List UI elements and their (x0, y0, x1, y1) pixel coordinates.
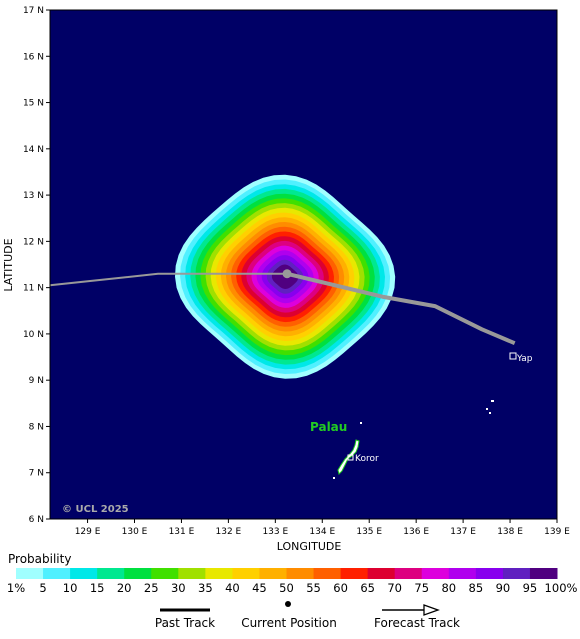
probability-legend-label: 55 (306, 581, 321, 595)
past-track-line (49, 272, 288, 287)
palau-label: Palau (310, 420, 347, 434)
probability-swatch (421, 568, 450, 579)
probability-legend-label: 10 (62, 581, 78, 595)
lat-tick-label: 8 N (29, 422, 44, 432)
forecast-track-label: Forecast Track (374, 616, 460, 630)
probability-swatch (16, 568, 44, 579)
lat-tick-label: 14 N (23, 145, 44, 155)
probability-swatch (340, 568, 369, 579)
storm-track (49, 269, 516, 346)
probability-legend-label: 5 (39, 581, 47, 595)
probability-swatch (286, 568, 315, 579)
probability-swatch (448, 568, 477, 579)
current-position-marker (282, 269, 292, 279)
probability-legend-label: 45 (252, 581, 267, 595)
probability-swatch (97, 568, 125, 579)
probability-legend-label: 60 (333, 581, 348, 595)
lat-tick-label: 9 N (29, 376, 44, 386)
town-markers: Koror Yap Palau (310, 352, 533, 464)
lat-tick-label: 12 N (23, 237, 44, 247)
lon-tick-label: 136 E (403, 527, 429, 537)
probability-swatch (124, 568, 152, 579)
probability-swatch (151, 568, 179, 579)
current-position-symbol (285, 601, 291, 607)
probability-legend-label: 95 (522, 581, 538, 595)
forecast-track-line (286, 271, 516, 346)
lat-tick-label: 13 N (23, 191, 44, 201)
lon-tick-label: 129 E (75, 527, 101, 537)
probability-legend-label: 90 (495, 581, 511, 595)
probability-swatch (475, 568, 504, 579)
probability-swatch (313, 568, 342, 579)
track-legend-symbols (160, 601, 440, 616)
map-frame (49, 9, 558, 520)
probability-legend-label: 40 (225, 581, 240, 595)
probability-swatch (43, 568, 71, 579)
probability-legend-label: 15 (89, 581, 105, 595)
copyright-label: © UCL 2025 (62, 504, 129, 515)
lon-tick-label: 134 E (309, 527, 335, 537)
probability-swatch (367, 568, 396, 579)
probability-legend-label: 65 (360, 581, 375, 595)
ngulu-islet-1 (491, 400, 494, 402)
probability-legend-title: Probability (8, 552, 72, 566)
probability-legend-label: 85 (468, 581, 484, 595)
probability-legend-label: 100% (544, 581, 578, 595)
probability-color-bar (16, 568, 558, 579)
lon-tick-label: 139 E (544, 527, 570, 537)
lon-tick-label: 135 E (356, 527, 382, 537)
lat-tick-label: 7 N (29, 469, 44, 479)
probability-swatch (259, 568, 287, 579)
probability-legend-label: 80 (441, 581, 457, 595)
koror-marker (347, 454, 354, 461)
latitude-axis-title: LATITUDE (2, 238, 15, 291)
koror-label: Koror (355, 454, 379, 464)
ngulu-islet-2 (486, 408, 488, 410)
probability-legend-label: 75 (414, 581, 430, 595)
lon-tick-label: 131 E (169, 527, 195, 537)
lon-tick-label: 133 E (262, 527, 288, 537)
longitude-axis-title: LONGITUDE (277, 540, 342, 553)
lat-tick-label: 11 N (23, 284, 44, 294)
probability-legend-label: 25 (143, 581, 159, 595)
probability-swatch (232, 568, 260, 579)
yap-label: Yap (516, 354, 533, 364)
current-position-label: Current Position (241, 616, 337, 630)
lat-tick-label: 6 N (29, 515, 44, 525)
lon-tick-label: 138 E (497, 527, 523, 537)
probability-legend-label: 1% (6, 581, 26, 595)
probability-swatch (502, 568, 531, 579)
lon-tick-label: 130 E (122, 527, 148, 537)
probability-swatch (205, 568, 233, 579)
probability-swatch (394, 568, 423, 579)
palau-islet (333, 477, 335, 479)
probability-legend-label: 20 (116, 581, 132, 595)
yap-marker (509, 352, 517, 360)
lat-tick-label: 17 N (23, 6, 44, 16)
probability-legend-label: 70 (387, 581, 403, 595)
lat-tick-label: 16 N (23, 52, 44, 62)
probability-swatch (70, 568, 98, 579)
lon-tick-label: 132 E (216, 527, 242, 537)
probability-legend-label: 35 (198, 581, 213, 595)
lat-tick-label: 15 N (23, 99, 44, 109)
probability-swatch (178, 568, 206, 579)
axis-ticks: 6 N 7 N 8 N 9 N 10 N 11 N 12 N 13 N 14 N 15 N 16 N… (23, 6, 570, 537)
kayangel-islet (360, 422, 362, 424)
past-track-label: Past Track (154, 616, 216, 630)
probability-legend-label: 30 (170, 581, 186, 595)
probability-field (175, 174, 396, 379)
lon-tick-label: 137 E (450, 527, 476, 537)
forecast-arrow-head (423, 604, 440, 616)
lat-tick-label: 10 N (23, 330, 44, 340)
probability-swatch (529, 568, 558, 579)
probability-legend-label: 50 (279, 581, 294, 595)
ngulu-islet-3 (489, 412, 491, 414)
